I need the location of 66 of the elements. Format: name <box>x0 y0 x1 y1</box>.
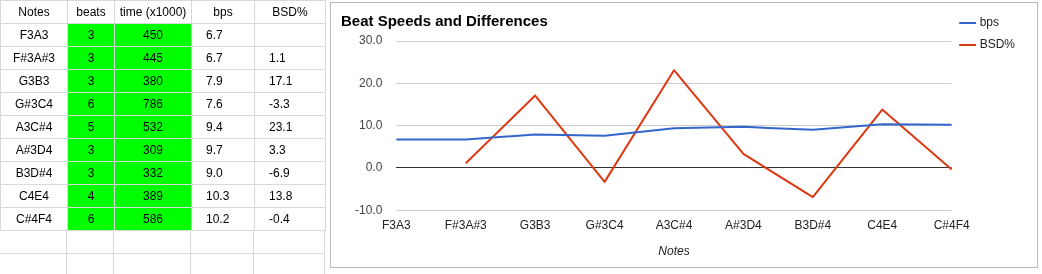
x-tick-label: B3D#4 <box>794 217 832 232</box>
category-label: B3D#4 <box>15 166 53 180</box>
text: 23.1 <box>254 115 326 139</box>
y-tick-label: 10.0 <box>358 117 383 132</box>
text: 17.1 <box>254 69 326 93</box>
category-label: G3B3 <box>18 74 50 88</box>
text: 6.7 <box>191 46 255 70</box>
text: 4 <box>67 184 115 208</box>
text: 3 <box>67 138 115 162</box>
text: 13.8 <box>254 184 326 208</box>
text: 3 <box>67 161 115 185</box>
text: -0.4 <box>254 207 326 231</box>
category-label: F#3A#3 <box>12 51 56 65</box>
category-label: A#3D4 <box>15 143 53 157</box>
text: 332 <box>114 161 192 185</box>
text: 10.2 <box>191 207 255 231</box>
text: 10.3 <box>191 184 255 208</box>
text: 380 <box>114 69 192 93</box>
text: 6 <box>67 207 115 231</box>
text: 309 <box>114 138 192 162</box>
legend-label: BSD% <box>979 37 1016 52</box>
y-tick-label: 20.0 <box>358 75 383 90</box>
text: -6.9 <box>254 161 326 185</box>
text: 532 <box>114 115 192 139</box>
x-tick-label: C4E4 <box>867 217 898 232</box>
x-tick-label: G3B3 <box>519 217 551 232</box>
text: 1.1 <box>254 46 326 70</box>
legend-label: bps <box>979 15 1000 30</box>
text: 7.6 <box>191 92 255 116</box>
text: 3 <box>67 69 115 93</box>
category-label: C4E4 <box>18 189 50 203</box>
category-label: A3C#4 <box>15 120 53 134</box>
text: 586 <box>114 207 192 231</box>
text: Notes <box>0 0 68 24</box>
x-tick-label: A#3D4 <box>725 217 763 232</box>
text: 786 <box>114 92 192 116</box>
category-label: BSD% <box>254 0 326 24</box>
text: 5 <box>67 115 115 139</box>
category-label: time (x1000) <box>114 0 192 24</box>
y-tick-label: 0.0 <box>365 160 383 175</box>
x-axis-title: Notes <box>658 244 690 259</box>
x-tick-label: A3C#4 <box>655 217 693 232</box>
text: 3.3 <box>254 138 326 162</box>
text: 3 <box>67 46 115 70</box>
x-tick-label: G#3C4 <box>585 217 624 232</box>
x-tick-label: C#4F4 <box>933 217 970 232</box>
text: 389 <box>114 184 192 208</box>
text: 445 <box>114 46 192 70</box>
category-label: G#3C4 <box>14 97 54 111</box>
text: 6 <box>67 92 115 116</box>
text: -3.3 <box>254 92 326 116</box>
x-tick-label: F3A3 <box>382 217 412 232</box>
category-label: F3A3 <box>19 28 49 42</box>
text: 6.7 <box>191 23 255 47</box>
y-tick-label: -10.0 <box>354 202 383 217</box>
text: 9.7 <box>191 138 255 162</box>
x-tick-label: F#3A#3 <box>444 217 488 232</box>
text: 7.9 <box>191 69 255 93</box>
y-tick-label: 30.0 <box>358 33 383 48</box>
text: 3 <box>67 23 115 47</box>
category-label: bps <box>191 0 255 24</box>
text: 450 <box>114 23 192 47</box>
category-label: beats <box>67 0 115 24</box>
text: 9.0 <box>191 161 255 185</box>
text: 9.4 <box>191 115 255 139</box>
chart-title: Beat Speeds and Differences <box>341 12 548 30</box>
